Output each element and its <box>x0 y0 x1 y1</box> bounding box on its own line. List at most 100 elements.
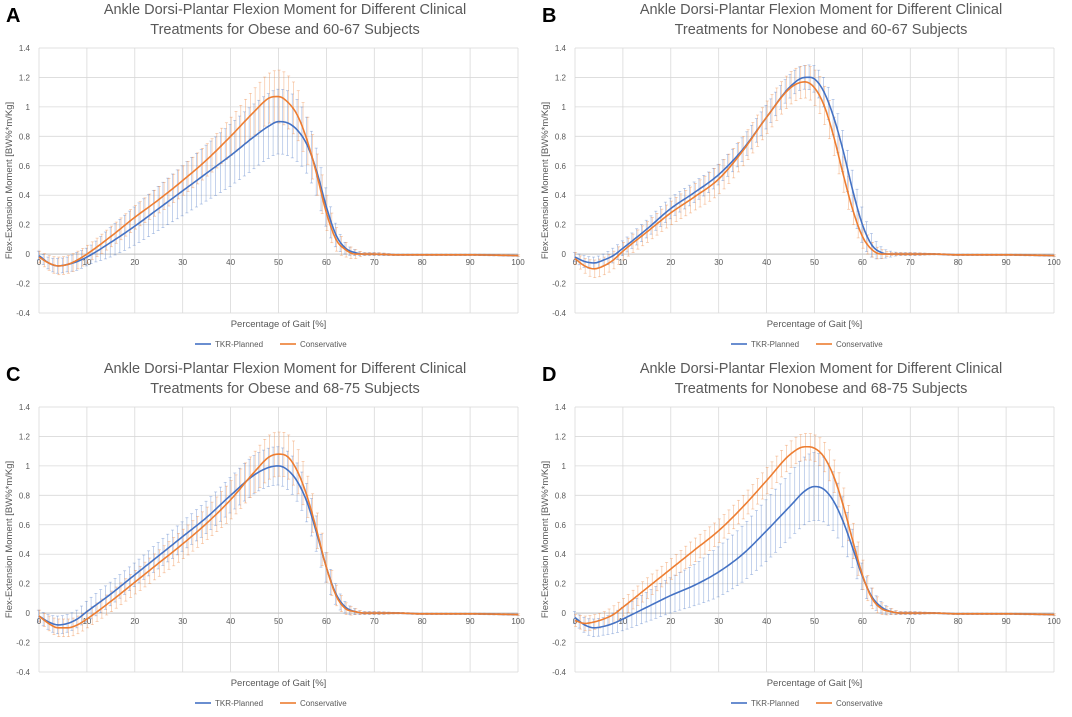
y-tick-label: 0.2 <box>19 221 31 230</box>
gridlines <box>574 406 1055 673</box>
y-axis-label: Flex-Extension Moment [BW%*m/Kg] <box>540 102 551 259</box>
gridlines <box>574 47 1055 314</box>
x-tick-label: 20 <box>130 617 139 626</box>
y-tick-label: 1 <box>26 462 31 471</box>
y-tick-label: 0.2 <box>555 580 567 589</box>
y-axis-label: Flex-Extension Moment [BW%*m/Kg] <box>4 461 15 618</box>
series-line-conservative <box>574 81 1055 270</box>
x-tick-label: 10 <box>82 258 91 267</box>
error-bars-tkr-planned <box>572 452 1055 638</box>
x-tick-label: 30 <box>178 617 187 626</box>
y-tick-label: -0.2 <box>552 639 566 648</box>
x-tick-label: 0 <box>573 617 578 626</box>
legend-label-conservative: Conservative <box>836 699 883 708</box>
error-bars-tkr-planned <box>36 88 519 274</box>
legend-label-tkr-planned: TKR-Planned <box>215 699 263 708</box>
x-tick-label: 40 <box>762 617 771 626</box>
error-bars-conservative <box>574 65 1057 279</box>
y-tick-label: 1.4 <box>19 403 31 412</box>
x-tick-label: 20 <box>130 258 139 267</box>
chart-panel-d: D Ankle Dorsi-Plantar Flexion Moment for … <box>536 359 1072 717</box>
chart-svg: C Ankle Dorsi-Plantar Flexion Moment for … <box>4 361 525 708</box>
legend-label-tkr-planned: TKR-Planned <box>215 340 263 349</box>
x-tick-label: 20 <box>666 617 675 626</box>
x-tick-label: 60 <box>322 258 331 267</box>
x-tick-label: 80 <box>418 258 427 267</box>
y-tick-label: 0 <box>26 609 31 618</box>
x-axis-label: Percentage of Gait [%] <box>767 319 863 330</box>
series-line-conservative <box>38 453 519 629</box>
x-tick-label: 70 <box>906 617 915 626</box>
y-tick-label: 0.8 <box>555 132 567 141</box>
panel-letter: B <box>542 5 556 27</box>
y-tick-label: 0.2 <box>19 580 31 589</box>
y-tick-label: 0.4 <box>555 550 567 559</box>
x-tick-label: 40 <box>226 258 235 267</box>
x-axis-label: Percentage of Gait [%] <box>767 678 863 689</box>
x-tick-label: 90 <box>466 617 475 626</box>
chart-title-line-2: Treatments for Nonobese and 68-75 Subjec… <box>675 381 968 397</box>
y-tick-label: 0.2 <box>555 221 567 230</box>
y-tick-label: 0.4 <box>555 191 567 200</box>
x-tick-label: 80 <box>954 258 963 267</box>
legend-label-conservative: Conservative <box>300 699 347 708</box>
y-tick-label: 1.2 <box>555 432 567 441</box>
series-line-conservative <box>38 95 519 267</box>
y-tick-label: 0.6 <box>19 521 31 530</box>
series-line-conservative <box>574 445 1055 625</box>
x-axis-label: Percentage of Gait [%] <box>231 678 327 689</box>
y-tick-label: 1 <box>26 103 31 112</box>
legend-label-conservative: Conservative <box>836 340 883 349</box>
x-tick-label: 40 <box>762 258 771 267</box>
y-tick-label: 0.6 <box>19 162 31 171</box>
y-tick-label: 0.4 <box>19 191 31 200</box>
x-tick-label: 30 <box>714 258 723 267</box>
y-tick-label: 0 <box>562 609 567 618</box>
y-tick-label: 1.2 <box>19 73 31 82</box>
x-tick-label: 70 <box>906 258 915 267</box>
y-tick-label: 1.2 <box>19 432 31 441</box>
x-tick-label: 50 <box>274 617 283 626</box>
y-tick-label: 1.2 <box>555 73 567 82</box>
y-tick-label: 1.4 <box>19 44 31 53</box>
x-tick-label: 10 <box>618 617 627 626</box>
chart-svg: A Ankle Dorsi-Plantar Flexion Moment for … <box>4 2 525 349</box>
error-bars-tkr-planned <box>36 446 519 635</box>
legend-label-conservative: Conservative <box>300 340 347 349</box>
chart-panel-b: B Ankle Dorsi-Plantar Flexion Moment for … <box>536 0 1072 358</box>
y-tick-label: 1 <box>562 103 567 112</box>
x-tick-label: 100 <box>511 258 525 267</box>
y-tick-label: 0.8 <box>19 132 31 141</box>
x-axis-label: Percentage of Gait [%] <box>231 319 327 330</box>
y-tick-label: -0.4 <box>16 668 30 677</box>
x-tick-label: 100 <box>1047 617 1061 626</box>
legend: TKR-Planned Conservative <box>195 699 347 708</box>
x-tick-label: 100 <box>1047 258 1061 267</box>
chart-svg: B Ankle Dorsi-Plantar Flexion Moment for … <box>540 2 1061 349</box>
x-tick-label: 70 <box>370 617 379 626</box>
x-tick-label: 10 <box>82 617 91 626</box>
y-tick-label: 0.4 <box>19 550 31 559</box>
x-tick-label: 0 <box>37 258 42 267</box>
y-tick-label: 0.6 <box>555 162 567 171</box>
y-tick-label: 0 <box>562 250 567 259</box>
x-tick-label: 100 <box>511 617 525 626</box>
y-tick-label: 0.8 <box>555 491 567 500</box>
y-tick-label: 1 <box>562 462 567 471</box>
chart-title-line-2: Treatments for Obese and 68-75 Subjects <box>150 381 419 397</box>
x-tick-label: 70 <box>370 258 379 267</box>
x-tick-label: 40 <box>226 617 235 626</box>
chart-title-line-2: Treatments for Obese and 60-67 Subjects <box>150 22 419 38</box>
legend-label-tkr-planned: TKR-Planned <box>751 699 799 708</box>
x-tick-label: 90 <box>1002 258 1011 267</box>
x-tick-label: 50 <box>810 617 819 626</box>
legend-label-tkr-planned: TKR-Planned <box>751 340 799 349</box>
chart-svg: D Ankle Dorsi-Plantar Flexion Moment for … <box>540 361 1061 708</box>
y-tick-label: 0.8 <box>19 491 31 500</box>
legend: TKR-Planned Conservative <box>195 340 347 349</box>
x-tick-label: 60 <box>858 617 867 626</box>
x-tick-label: 90 <box>1002 617 1011 626</box>
x-tick-label: 30 <box>714 617 723 626</box>
legend: TKR-Planned Conservative <box>731 340 883 349</box>
chart-title-line-2: Treatments for Nonobese and 60-67 Subjec… <box>675 22 968 38</box>
